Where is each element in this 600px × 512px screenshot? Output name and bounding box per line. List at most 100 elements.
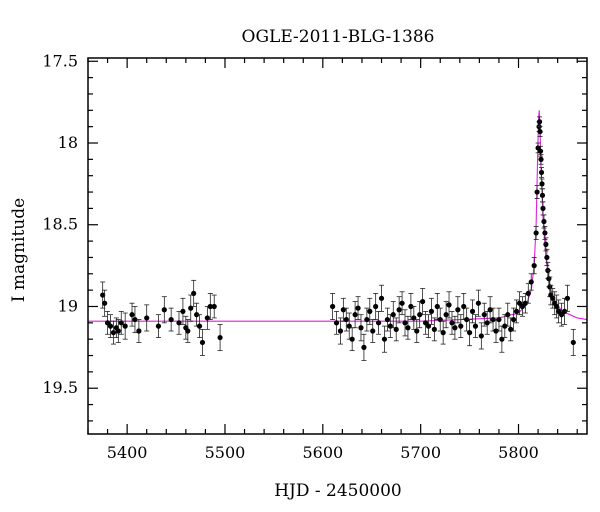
point-marker <box>449 320 455 326</box>
point-marker <box>505 312 511 318</box>
point-marker <box>540 205 546 211</box>
data-point <box>211 294 217 319</box>
data-point <box>155 314 162 338</box>
data-point <box>478 322 484 350</box>
point-marker <box>525 290 531 297</box>
data-point <box>528 273 534 291</box>
plot-frame <box>87 57 588 435</box>
point-marker <box>440 330 446 336</box>
model-curve <box>88 110 588 322</box>
data-point <box>544 248 550 267</box>
x-tick-label: 5600 <box>302 443 343 462</box>
point-marker <box>155 323 162 329</box>
data-point <box>122 312 128 340</box>
data-point <box>537 126 543 137</box>
data-point <box>396 296 402 324</box>
data-point <box>191 279 197 307</box>
data-point <box>107 314 114 338</box>
point-marker <box>490 316 496 323</box>
data-point <box>373 293 379 320</box>
point-marker <box>414 328 420 334</box>
point-marker <box>528 279 534 285</box>
data-point <box>455 296 461 324</box>
x-tick-label: 5500 <box>205 443 246 462</box>
point-marker <box>458 323 464 329</box>
point-marker <box>330 303 336 310</box>
data-point <box>558 302 565 327</box>
data-point <box>420 288 426 316</box>
data-point <box>361 333 367 361</box>
data-point <box>543 237 549 252</box>
data-point <box>204 306 210 330</box>
data-point <box>542 225 548 240</box>
x-axis-label: HJD - 2450000 <box>274 481 402 501</box>
point-marker <box>361 344 367 350</box>
point-marker <box>364 316 370 323</box>
data-point <box>411 306 417 330</box>
data-point <box>355 296 361 320</box>
point-marker <box>194 312 200 318</box>
data-point <box>481 302 487 327</box>
data-point <box>330 293 336 320</box>
point-marker <box>132 316 138 323</box>
data-point <box>564 284 571 312</box>
data-point <box>129 302 135 327</box>
point-marker <box>405 325 411 331</box>
point-marker <box>370 328 376 334</box>
point-marker <box>469 308 476 314</box>
point-marker <box>561 308 568 314</box>
point-marker <box>481 312 487 318</box>
point-marker <box>217 334 223 341</box>
point-marker <box>570 339 576 346</box>
point-marker <box>408 303 414 310</box>
point-marker <box>196 323 203 329</box>
data-point <box>466 319 473 347</box>
point-marker <box>538 156 544 162</box>
point-marker <box>110 330 117 336</box>
point-marker <box>115 328 121 334</box>
data-point <box>161 296 167 324</box>
point-marker <box>513 308 520 314</box>
data-point <box>115 319 121 343</box>
point-marker <box>496 316 502 323</box>
points-layer <box>100 116 576 361</box>
data-point <box>370 319 376 343</box>
data-point <box>364 307 370 332</box>
data-point <box>502 314 508 338</box>
point-marker <box>534 189 540 195</box>
point-marker <box>428 308 435 314</box>
point-marker <box>452 325 458 331</box>
point-marker <box>420 298 426 305</box>
y-axis-label: I magnitude <box>9 198 29 302</box>
data-point <box>199 328 206 356</box>
y-tick-label: 17.5 <box>42 51 78 70</box>
data-point <box>346 312 352 340</box>
data-point <box>458 314 464 338</box>
point-marker <box>511 316 517 323</box>
point-marker <box>533 230 539 236</box>
point-marker <box>211 303 217 310</box>
model-layer <box>88 110 588 322</box>
point-marker <box>337 328 344 334</box>
data-point <box>168 307 174 332</box>
data-point <box>207 293 213 320</box>
point-marker <box>502 323 508 329</box>
data-point <box>434 293 440 320</box>
data-point <box>464 307 470 332</box>
data-point <box>378 284 385 312</box>
data-point <box>505 302 511 327</box>
data-point <box>358 314 364 342</box>
data-point <box>540 201 546 216</box>
data-point <box>561 297 568 325</box>
data-point <box>554 294 560 319</box>
point-marker <box>191 290 197 297</box>
data-point <box>337 317 344 345</box>
point-marker <box>355 305 361 311</box>
point-marker <box>446 302 452 308</box>
point-marker <box>464 316 470 323</box>
point-marker <box>550 295 556 301</box>
data-point <box>499 325 505 353</box>
point-marker <box>536 119 543 125</box>
point-marker <box>443 312 449 318</box>
point-marker <box>333 320 340 326</box>
